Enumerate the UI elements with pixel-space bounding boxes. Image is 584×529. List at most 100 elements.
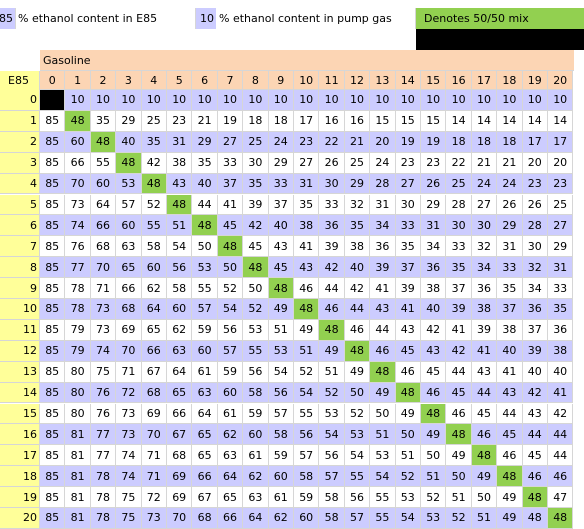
table-cell[interactable]: 16 bbox=[344, 110, 371, 132]
row-header[interactable]: 1 bbox=[0, 110, 40, 132]
table-cell[interactable]: 48 bbox=[497, 466, 523, 488]
table-cell[interactable]: 37 bbox=[497, 299, 523, 320]
table-cell[interactable]: 37 bbox=[268, 194, 294, 216]
table-cell[interactable]: 30 bbox=[522, 236, 548, 258]
table-cell[interactable]: 71 bbox=[141, 466, 167, 488]
table-cell[interactable]: 33 bbox=[548, 278, 574, 299]
table-cell[interactable]: 29 bbox=[497, 215, 523, 237]
table-cell[interactable]: 44 bbox=[319, 278, 345, 299]
table-cell[interactable]: 42 bbox=[243, 215, 269, 237]
table-cell[interactable]: 81 bbox=[65, 424, 91, 446]
table-cell[interactable]: 48 bbox=[421, 403, 447, 425]
row-header[interactable]: 18 bbox=[0, 466, 40, 488]
table-cell[interactable]: 58 bbox=[268, 424, 294, 446]
table-cell[interactable]: 52 bbox=[319, 382, 345, 404]
table-cell[interactable]: 34 bbox=[471, 257, 498, 279]
table-cell[interactable]: 80 bbox=[65, 361, 91, 383]
table-cell[interactable]: 46 bbox=[344, 319, 371, 341]
table-cell[interactable]: 41 bbox=[217, 194, 244, 216]
table-cell[interactable]: 10 bbox=[446, 90, 472, 111]
table-cell[interactable]: 49 bbox=[268, 299, 294, 320]
table-cell[interactable]: 37 bbox=[446, 278, 472, 299]
table-cell[interactable]: 53 bbox=[192, 257, 218, 279]
table-cell[interactable]: 41 bbox=[446, 319, 472, 341]
table-cell[interactable]: 18 bbox=[446, 131, 472, 153]
table-cell[interactable]: 10 bbox=[167, 90, 193, 111]
row-header[interactable]: 6 bbox=[0, 215, 40, 237]
table-cell[interactable]: 44 bbox=[471, 382, 498, 404]
table-cell[interactable]: 72 bbox=[141, 487, 167, 508]
table-cell[interactable]: 40 bbox=[421, 299, 447, 320]
table-cell[interactable]: 48 bbox=[522, 508, 548, 529]
table-cell[interactable]: 33 bbox=[395, 215, 421, 237]
table-cell[interactable]: 78 bbox=[65, 299, 91, 320]
table-cell[interactable]: 71 bbox=[141, 445, 167, 467]
table-cell[interactable]: 46 bbox=[294, 278, 320, 299]
table-cell[interactable]: 22 bbox=[446, 152, 472, 174]
table-cell[interactable]: 46 bbox=[421, 382, 447, 404]
column-header[interactable]: 6 bbox=[192, 71, 218, 90]
table-cell[interactable]: 48 bbox=[167, 194, 193, 216]
table-cell[interactable]: 20 bbox=[548, 152, 574, 174]
table-cell[interactable]: 53 bbox=[370, 445, 396, 467]
table-cell[interactable]: 85 bbox=[40, 382, 66, 404]
table-cell[interactable]: 18 bbox=[471, 131, 498, 153]
row-header[interactable]: 2 bbox=[0, 131, 40, 153]
table-cell[interactable]: 60 bbox=[268, 466, 294, 488]
table-cell[interactable]: 51 bbox=[395, 445, 421, 467]
table-cell[interactable]: 40 bbox=[268, 215, 294, 237]
table-cell[interactable]: 45 bbox=[243, 236, 269, 258]
table-cell[interactable]: 38 bbox=[421, 278, 447, 299]
table-cell[interactable]: 85 bbox=[40, 215, 66, 237]
table-cell[interactable]: 10 bbox=[116, 90, 142, 111]
table-cell[interactable]: 39 bbox=[522, 340, 548, 362]
table-cell[interactable]: 52 bbox=[141, 194, 167, 216]
table-cell[interactable]: 38 bbox=[548, 340, 574, 362]
table-cell[interactable]: 44 bbox=[497, 403, 523, 425]
table-cell[interactable]: 63 bbox=[192, 382, 218, 404]
column-header[interactable]: 1 bbox=[65, 71, 91, 90]
table-cell[interactable]: 64 bbox=[167, 361, 193, 383]
table-cell[interactable]: 81 bbox=[65, 445, 91, 467]
table-cell[interactable]: 72 bbox=[116, 382, 142, 404]
table-cell[interactable]: 53 bbox=[268, 340, 294, 362]
table-cell[interactable]: 74 bbox=[116, 466, 142, 488]
row-header[interactable]: 7 bbox=[0, 236, 40, 258]
table-cell[interactable]: 79 bbox=[65, 340, 91, 362]
table-cell[interactable]: 85 bbox=[40, 194, 66, 216]
row-header[interactable]: 12 bbox=[0, 340, 40, 362]
table-cell[interactable]: 68 bbox=[90, 236, 117, 258]
table-cell[interactable]: 17 bbox=[548, 131, 574, 153]
table-cell[interactable]: 40 bbox=[522, 361, 548, 383]
table-cell[interactable]: 16 bbox=[319, 110, 345, 132]
table-cell[interactable] bbox=[40, 90, 66, 111]
table-cell[interactable]: 43 bbox=[167, 173, 193, 195]
table-cell[interactable]: 45 bbox=[471, 403, 498, 425]
table-cell[interactable]: 24 bbox=[268, 131, 294, 153]
table-cell[interactable]: 34 bbox=[421, 236, 447, 258]
table-cell[interactable]: 63 bbox=[217, 445, 244, 467]
table-cell[interactable]: 48 bbox=[319, 319, 345, 341]
table-cell[interactable]: 58 bbox=[167, 278, 193, 299]
table-cell[interactable]: 35 bbox=[141, 131, 167, 153]
table-cell[interactable]: 55 bbox=[344, 466, 371, 488]
table-cell[interactable]: 69 bbox=[167, 466, 193, 488]
column-header[interactable]: 16 bbox=[446, 71, 472, 90]
table-cell[interactable]: 21 bbox=[344, 131, 371, 153]
table-cell[interactable]: 43 bbox=[471, 361, 498, 383]
table-cell[interactable]: 49 bbox=[395, 403, 421, 425]
table-cell[interactable]: 46 bbox=[471, 424, 498, 446]
table-cell[interactable]: 70 bbox=[65, 173, 91, 195]
row-header[interactable]: 3 bbox=[0, 152, 40, 174]
table-cell[interactable]: 51 bbox=[421, 466, 447, 488]
table-cell[interactable]: 51 bbox=[167, 215, 193, 237]
table-cell[interactable]: 37 bbox=[395, 257, 421, 279]
table-cell[interactable]: 44 bbox=[548, 445, 574, 467]
table-cell[interactable]: 58 bbox=[141, 236, 167, 258]
table-cell[interactable]: 39 bbox=[446, 299, 472, 320]
table-cell[interactable]: 60 bbox=[90, 173, 117, 195]
table-cell[interactable]: 29 bbox=[268, 152, 294, 174]
table-cell[interactable]: 23 bbox=[548, 173, 574, 195]
table-cell[interactable]: 38 bbox=[471, 299, 498, 320]
table-cell[interactable]: 26 bbox=[522, 194, 548, 216]
